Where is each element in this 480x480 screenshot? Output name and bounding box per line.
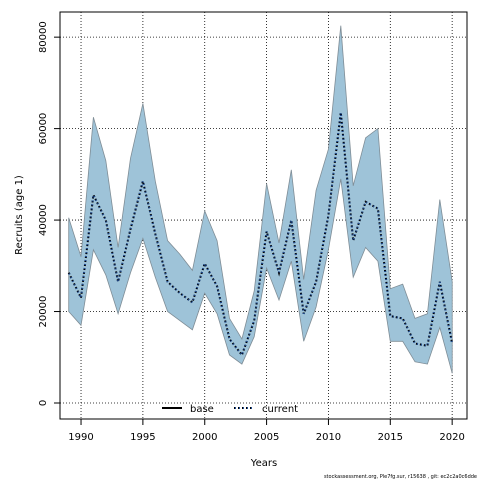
legend-current-label: current xyxy=(262,404,298,415)
footer-note: stockassessment.org, Ple7fg.sur, r15638 … xyxy=(324,474,477,480)
x-tick-label: 1990 xyxy=(68,432,93,443)
x-tick-label: 2005 xyxy=(254,432,279,443)
series-current-line xyxy=(67,112,454,358)
x-tick-label: 2010 xyxy=(316,432,341,443)
confidence-band xyxy=(68,25,453,374)
x-tick-label: 2020 xyxy=(439,432,464,443)
y-tick-label: 40000 xyxy=(38,204,49,236)
y-tick-label: 20000 xyxy=(38,296,49,328)
x-tick-label: 1995 xyxy=(130,432,155,443)
plot-frame xyxy=(59,11,468,420)
x-tick-label: 2015 xyxy=(378,432,403,443)
legend-base-label: base xyxy=(190,404,214,415)
x-tick-label: 2000 xyxy=(192,432,217,443)
y-axis-title: Recruits (age 1) xyxy=(14,175,25,255)
legend: base current xyxy=(162,404,298,415)
axes: 1990 1995 2000 2005 2010 2015 2020 0 20000 40000 6… xyxy=(38,21,465,443)
series-lines xyxy=(67,112,454,358)
y-tick-label: 60000 xyxy=(38,113,49,145)
y-tick-label: 80000 xyxy=(38,21,49,53)
x-axis-title: Years xyxy=(250,458,277,469)
confidence-band-area xyxy=(68,25,453,374)
y-tick-label: 0 xyxy=(38,400,49,406)
